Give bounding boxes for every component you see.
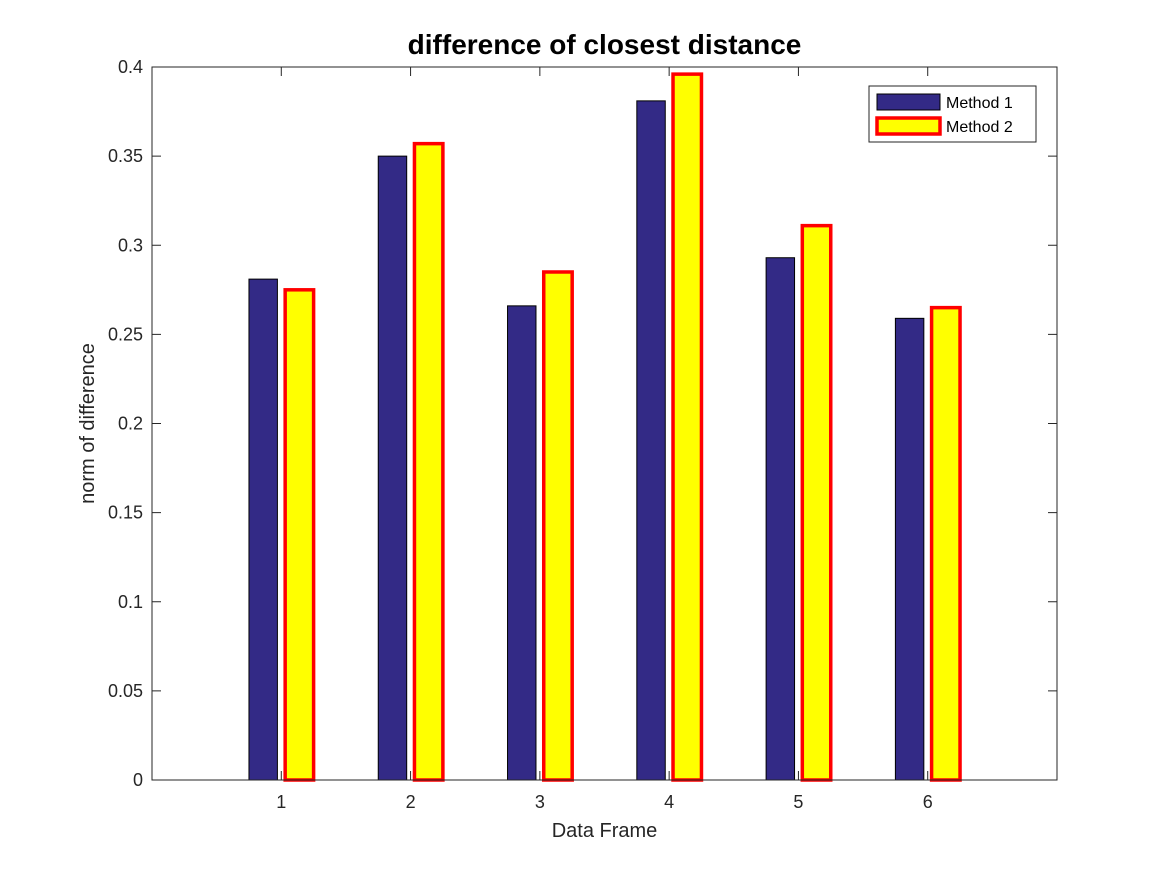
- bar-method-2-frame-6: [929, 305, 962, 782]
- legend: Method 1 Method 2: [868, 85, 1037, 143]
- x-tick-label: 2: [406, 792, 416, 812]
- bars-group: [248, 72, 962, 782]
- legend-swatch-method-2: [875, 116, 942, 136]
- y-tick-label: 0.15: [108, 503, 143, 523]
- legend-label-method-1: Method 1: [946, 95, 1013, 112]
- bar-method-1-frame-3: [507, 305, 537, 781]
- y-tick-label: 0.4: [118, 57, 143, 77]
- y-tick-label: 0: [133, 770, 143, 790]
- y-axis-label: norm of difference: [77, 343, 99, 504]
- ticks-group: 1 2 3 4 5 6 0 0.05 0.1 0.15 0.2 0.25 0.3 0.35 0.4: [108, 57, 1057, 812]
- bar-method-1-frame-5: [765, 257, 796, 781]
- x-tick-label: 6: [923, 792, 933, 812]
- bar-method-2-frame-2: [412, 141, 445, 782]
- y-tick-label: 0.05: [108, 681, 143, 701]
- x-tick-label: 5: [793, 792, 803, 812]
- y-tick-label: 0.25: [108, 324, 143, 344]
- bar-method-2-frame-5: [800, 223, 833, 782]
- x-tick-label: 4: [664, 792, 674, 812]
- y-tick-label: 0.2: [118, 414, 143, 434]
- bar-method-1-frame-1: [248, 278, 278, 781]
- y-tick-label: 0.1: [118, 592, 143, 612]
- x-tick-label: 3: [535, 792, 545, 812]
- y-tick-label: 0.35: [108, 146, 143, 166]
- x-axis-label: Data Frame: [552, 820, 658, 842]
- bar-method-1-frame-4: [636, 100, 666, 781]
- bar-method-2-frame-3: [541, 270, 574, 782]
- bar-method-1-frame-6: [894, 317, 925, 781]
- chart-title: difference of closest distance: [408, 29, 802, 60]
- bar-method-2-frame-4: [671, 72, 704, 782]
- x-tick-label: 1: [276, 792, 286, 812]
- legend-label-method-2: Method 2: [946, 119, 1013, 136]
- legend-swatch-method-1: [876, 93, 941, 111]
- bar-method-2-frame-1: [283, 288, 316, 782]
- y-tick-label: 0.3: [118, 235, 143, 255]
- bar-method-1-frame-2: [377, 155, 408, 781]
